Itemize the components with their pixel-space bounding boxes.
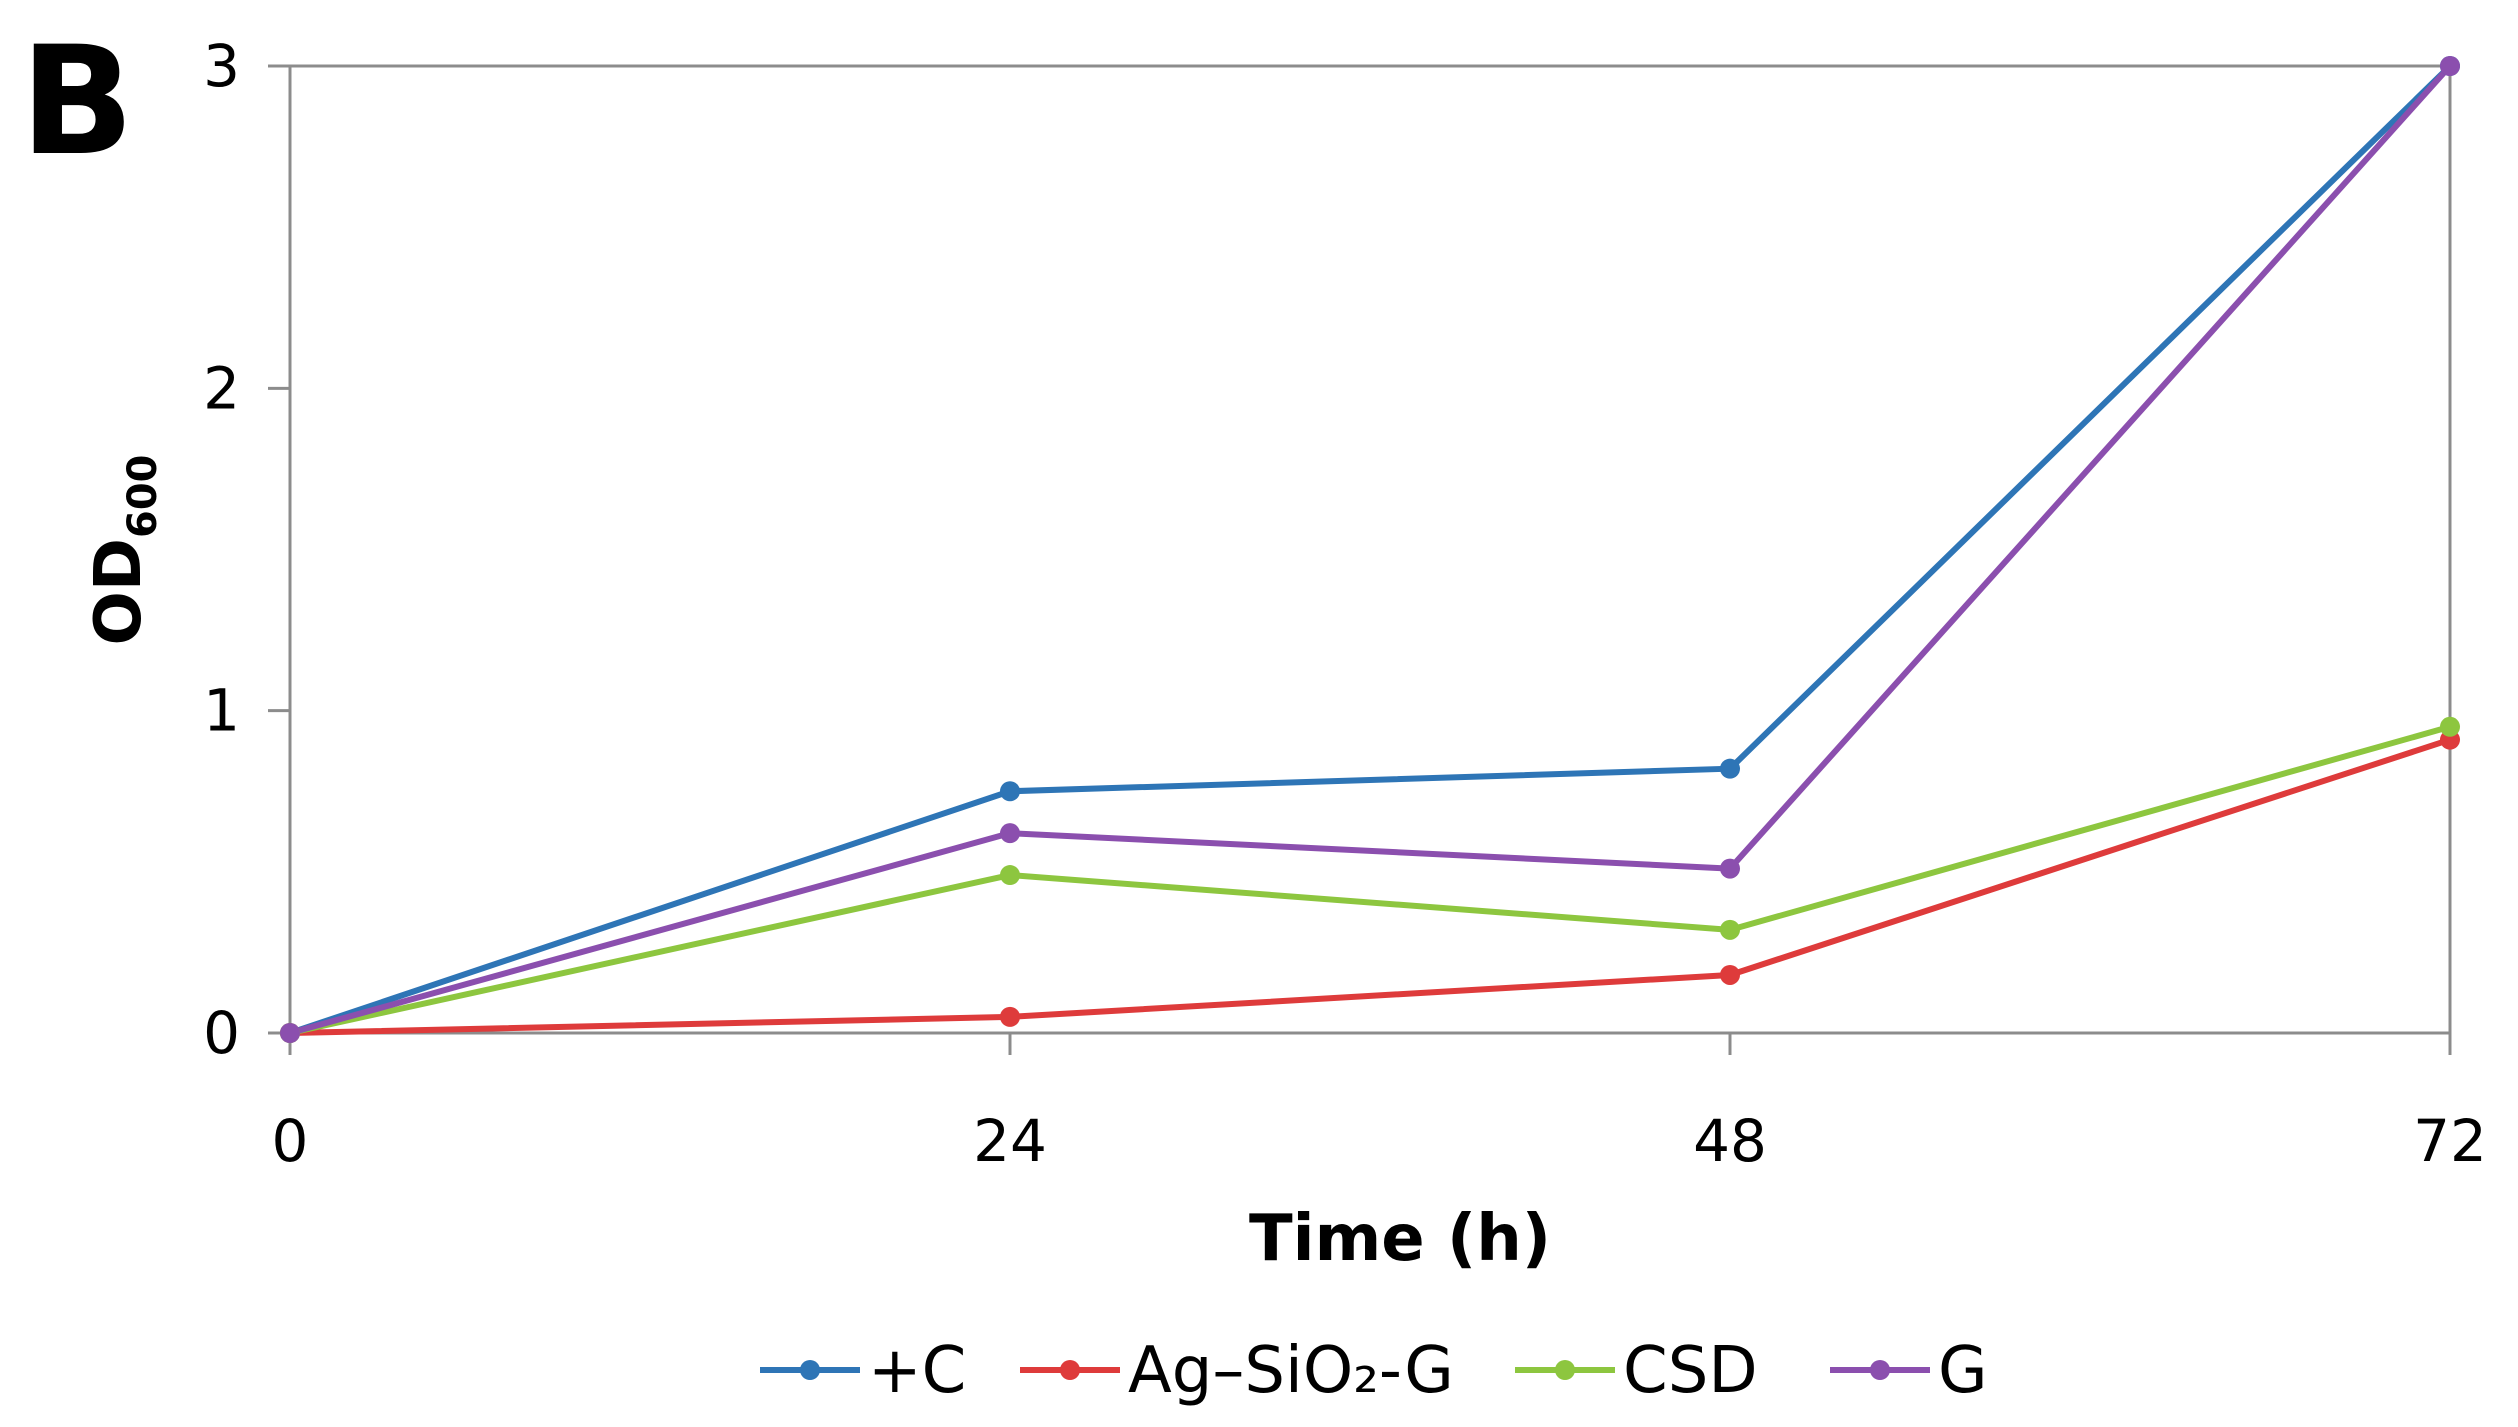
legend-swatch-marker [1555, 1360, 1575, 1380]
legend-swatch-marker [800, 1360, 820, 1380]
legend: +C Ag–SiO₂-G CSD G [760, 1334, 1988, 1408]
y-tick-label: 2 [203, 354, 240, 422]
data-point [1000, 781, 1020, 802]
legend-label: G [1938, 1334, 1988, 1408]
data-point [1720, 919, 1740, 940]
series-lines [287, 63, 2453, 1036]
data-point [1720, 964, 1740, 985]
plot-frame [288, 64, 2452, 1035]
panel-label: B [20, 15, 134, 189]
series-line-1 [287, 736, 2453, 1036]
axes: 0 1 2 3 0 24 48 72 [203, 32, 2487, 1175]
legend-swatch-marker [1870, 1360, 1890, 1380]
y-tick-label: 1 [203, 677, 240, 745]
series-line-0 [287, 63, 2453, 1036]
data-point [2440, 56, 2460, 76]
series-line-2 [287, 723, 2453, 1036]
y-axis-title: OD600 [82, 454, 166, 645]
x-tick-label: 72 [2413, 1107, 2487, 1175]
x-tick-label: 24 [973, 1107, 1047, 1175]
legend-label: +C [868, 1334, 966, 1408]
x-tick-label: 0 [272, 1107, 309, 1175]
y-tick-label: 3 [203, 32, 240, 100]
y-axis-title-subscript: 600 [120, 454, 166, 538]
x-axis-title: Time (h) [1249, 1202, 1551, 1276]
data-point [280, 1023, 300, 1043]
data-point [1000, 865, 1020, 886]
legend-swatch-marker [1060, 1360, 1080, 1380]
series-line-3 [287, 63, 2453, 1036]
series-markers [280, 56, 2460, 1043]
legend-label: Ag–SiO₂-G [1128, 1334, 1454, 1408]
data-point [2440, 716, 2460, 737]
x-tick-label: 48 [1693, 1107, 1767, 1175]
data-point [1720, 758, 1740, 779]
data-point [1000, 1006, 1020, 1027]
data-point [1000, 823, 1020, 844]
y-axis-title-main: OD [82, 538, 156, 646]
data-point [1720, 858, 1740, 879]
y-tick-label: 0 [203, 999, 240, 1067]
legend-label: CSD [1623, 1334, 1758, 1408]
